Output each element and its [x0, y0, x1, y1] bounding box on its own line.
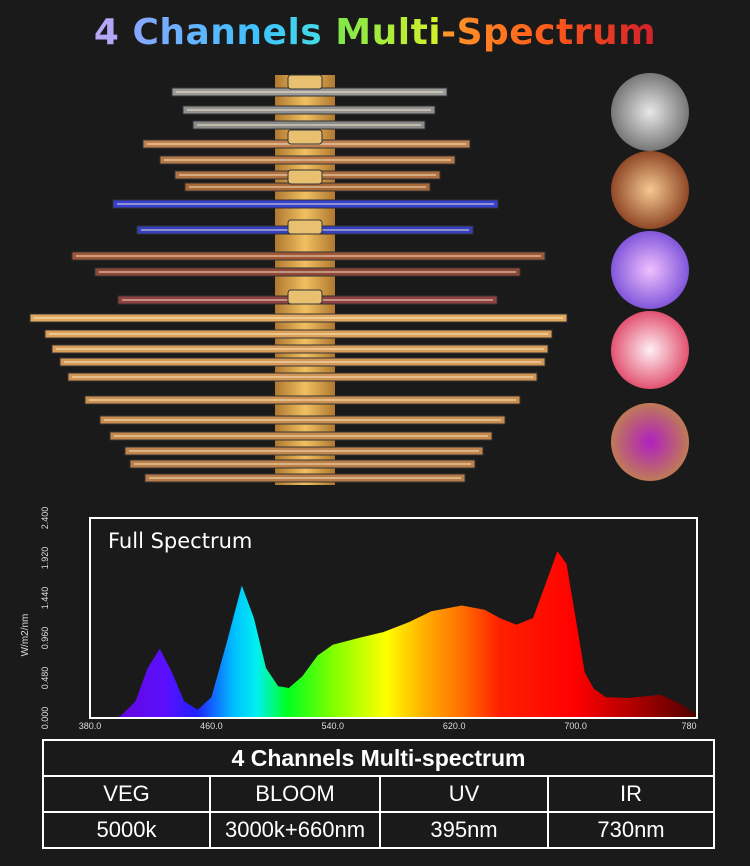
table-cell: 395nm	[379, 811, 549, 849]
x-tick-label: 780	[681, 721, 696, 731]
x-tick-label: 460.0	[200, 721, 223, 731]
warm-red-led-closeup	[611, 151, 689, 229]
light-bar	[67, 372, 538, 382]
table-header: IR	[547, 775, 715, 813]
y-tick-label: 0.000	[40, 707, 50, 730]
title-part: Channels	[132, 12, 336, 53]
driver-box	[287, 219, 323, 235]
y-tick-label: 0.480	[40, 667, 50, 690]
plot-frame	[89, 517, 698, 719]
table-title: 4 Channels Multi-spectrum	[42, 739, 715, 777]
light-bar	[44, 329, 553, 339]
ir-led-closeup	[611, 311, 689, 389]
white-led-closeup	[611, 73, 689, 151]
light-bar-leds	[117, 203, 494, 205]
y-tick-label: 1.920	[40, 547, 50, 570]
light-bar-leds	[129, 450, 479, 452]
table-header: UV	[379, 775, 549, 813]
title-part: Multi	[335, 12, 442, 53]
spectrum-area	[112, 551, 697, 718]
chart-title: Full Spectrum	[108, 529, 252, 553]
light-bar-leds	[49, 333, 548, 335]
spectrum-chart: Full Spectrum 380.0 460.0 540.0 620.0 700.0 78…	[20, 507, 698, 731]
channels-table: 4 Channels Multi-spectrum VEG BLOOM UV I…	[42, 739, 715, 849]
light-bar-leds	[34, 317, 563, 319]
light-bar	[29, 313, 568, 323]
light-bar-leds	[76, 255, 541, 257]
title-part: -Spectrum	[441, 12, 657, 53]
driver-box	[287, 74, 323, 90]
light-bar-leds	[149, 477, 461, 479]
light-bar	[129, 459, 476, 469]
light-bar	[51, 344, 549, 354]
y-tick-label: 1.440	[40, 587, 50, 610]
light-bar-leds	[187, 109, 431, 111]
light-bar	[182, 105, 436, 115]
page-title: 4 Channels Multi-Spectrum	[0, 12, 750, 53]
light-bar	[109, 431, 493, 441]
driver-box	[287, 169, 323, 185]
light-bar	[112, 199, 499, 209]
light-bar-leds	[89, 399, 516, 401]
x-tick-label: 700.0	[564, 721, 587, 731]
light-bar	[71, 251, 546, 261]
light-bar	[59, 357, 546, 367]
table-cell: 5000k	[42, 811, 211, 849]
light-bar-leds	[197, 124, 421, 126]
table-cell: 730nm	[547, 811, 715, 849]
driver-box	[287, 129, 323, 145]
light-bar-leds	[72, 376, 533, 378]
y-tick-label: 0.960	[40, 627, 50, 650]
light-bar-leds	[134, 463, 471, 465]
light-bar	[192, 120, 426, 130]
y-axis-label: W/m2/nm	[20, 614, 31, 657]
table-header: VEG	[42, 775, 211, 813]
grow-light-stack-image	[29, 74, 568, 485]
light-bar-leds	[176, 91, 443, 93]
light-bar	[94, 267, 521, 277]
light-bar-leds	[64, 361, 541, 363]
driver-box	[287, 289, 323, 305]
x-tick-label: 540.0	[322, 721, 345, 731]
light-bar	[124, 446, 484, 456]
light-bar	[159, 155, 456, 165]
mixed-led-closeup	[611, 403, 689, 481]
x-tick-label: 380.0	[79, 721, 102, 731]
y-tick-label: 2.400	[40, 507, 50, 530]
light-bar-leds	[114, 435, 488, 437]
x-tick-label: 620.0	[443, 721, 466, 731]
light-bar	[84, 395, 521, 405]
light-bar	[99, 415, 506, 425]
table-header: BLOOM	[209, 775, 381, 813]
light-bar-leds	[104, 419, 501, 421]
table-cell: 3000k+660nm	[209, 811, 381, 849]
uv-led-closeup	[611, 231, 689, 309]
light-bar	[144, 473, 466, 483]
light-bar-leds	[164, 159, 451, 161]
light-bar-leds	[189, 186, 426, 188]
title-part: 4	[93, 12, 133, 53]
light-bar-leds	[99, 271, 516, 273]
light-bar-leds	[56, 348, 544, 350]
